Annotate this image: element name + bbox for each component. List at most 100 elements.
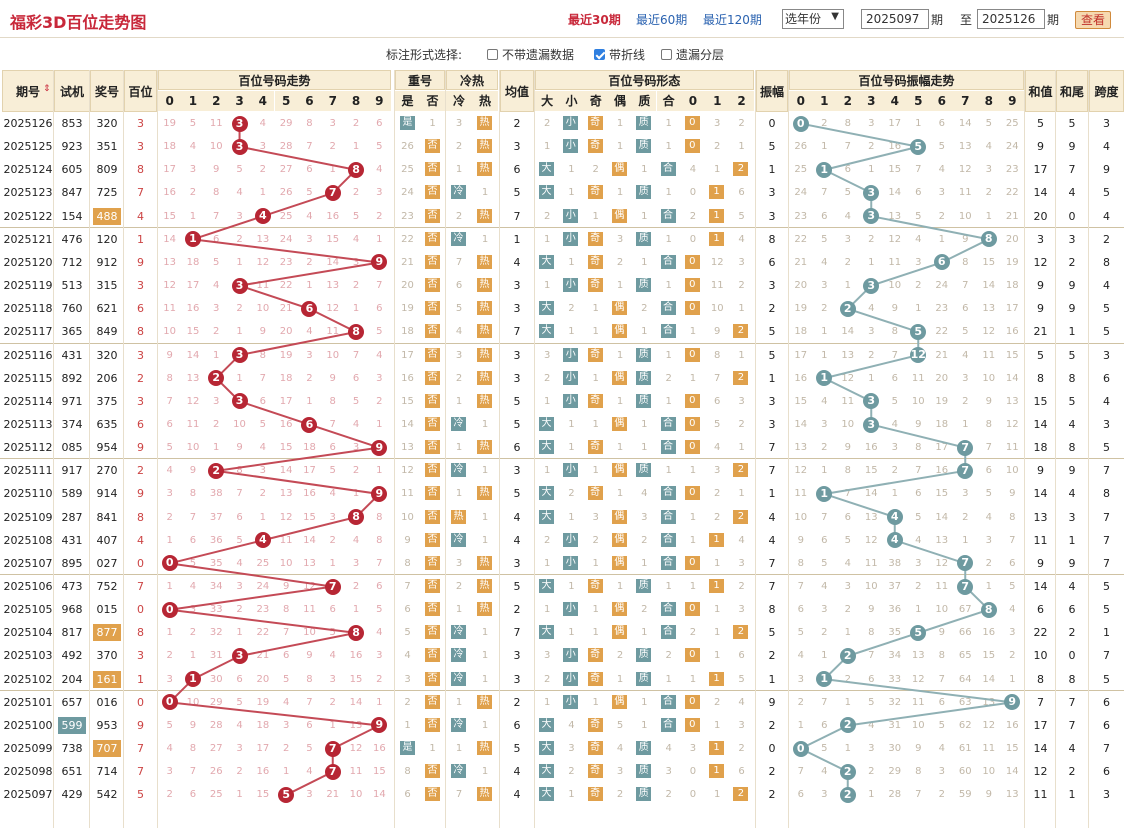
trend-miss: 38	[209, 488, 223, 500]
amp-miss: 20	[794, 280, 808, 292]
link-recent-60[interactable]: 最近60期	[636, 13, 688, 27]
sub-digit-8: 8	[344, 91, 368, 111]
trend-miss: 18	[256, 719, 270, 731]
coldhot-miss: 6	[455, 280, 463, 292]
amp-ball: 3	[863, 277, 880, 294]
trial-cell: 473	[61, 580, 83, 593]
form-miss: 1	[616, 187, 624, 199]
coldhot-tag: 热	[477, 787, 492, 802]
trend-miss: 5	[236, 164, 243, 176]
checkbox-polyline[interactable]	[594, 49, 605, 60]
tail-cell: 4	[1068, 742, 1076, 756]
header-amp: 振幅	[756, 70, 788, 112]
amp-miss: 5	[962, 326, 969, 338]
amp-miss: 13	[864, 511, 878, 523]
trend-miss: 7	[189, 766, 197, 778]
form-tag: 小	[563, 116, 579, 130]
amp-miss: 22	[935, 326, 949, 338]
year-select[interactable]: 选年份 ▼	[782, 9, 844, 29]
trend-miss: 4	[376, 627, 383, 639]
table-row: 2025122 154 488 4 15 1 7 3 25 4 16 5 2 23 否 2 热 7 2 小 1 偶 1 合 2 1…	[0, 205, 1124, 228]
amp-miss: 14	[888, 187, 902, 199]
sum-cell: 9	[1037, 140, 1044, 154]
from-issue-input[interactable]: 2025097	[861, 9, 929, 29]
form-miss: 1	[665, 187, 672, 199]
form-tag: 质	[636, 231, 652, 246]
sub-digit-6: 6	[297, 91, 322, 111]
form-tag: 奇	[587, 347, 603, 362]
form-tag: 质	[636, 579, 652, 593]
trend-miss: 25	[256, 557, 270, 569]
issue-cell: 2025114	[3, 394, 53, 408]
amp-miss: 9	[797, 534, 804, 546]
hundreds-cell: 3	[137, 279, 144, 293]
coldhot-miss: 1	[481, 719, 489, 731]
form-miss: 1	[592, 210, 599, 222]
amp-miss: 5	[868, 696, 875, 708]
form-tag: 合	[660, 208, 676, 223]
option-layered[interactable]: 遗漏分层	[661, 46, 724, 63]
form-miss: 4	[616, 743, 624, 755]
link-recent-30[interactable]: 最近30期	[568, 13, 621, 27]
repeat-tag: 否	[425, 787, 440, 802]
repeat-tag: 否	[425, 694, 440, 709]
col-divider	[445, 70, 446, 828]
repeat-miss: 7	[404, 581, 411, 592]
trend-miss: 7	[376, 280, 383, 292]
sum-cell: 10	[1033, 649, 1048, 663]
query-button[interactable]: 查看	[1075, 11, 1111, 29]
amp-miss: 1	[797, 719, 804, 731]
to-issue-input[interactable]: 2025126	[977, 9, 1045, 29]
sum-cell: 12	[1033, 255, 1048, 269]
option-no-missing[interactable]: 不带遗漏数据	[487, 46, 574, 63]
sort-icon[interactable]: ⇕	[43, 84, 51, 94]
trend-miss: 2	[236, 604, 243, 616]
sum-cell: 9	[1037, 464, 1044, 478]
span-cell: 6	[1103, 695, 1110, 709]
table-row: 2025111 917 270 2 4 9 8 3 14 17 5 2 1 12 否冷 1 3 1 小 1 偶质 1 1 3 2…	[0, 459, 1124, 482]
table-row: 2025100 599 953 9 5 9 28 4 18 3 6 1 13 1 否冷 1 6 大 4 奇 5 1 合 0 1 3…	[0, 714, 1124, 737]
trend-miss: 7	[329, 418, 336, 430]
sub-digit-9: 9	[367, 91, 391, 111]
form-tag: 偶	[611, 555, 627, 570]
tail-cell: 6	[1068, 603, 1076, 617]
tail-cell: 4	[1068, 417, 1076, 431]
coldhot-miss: 1	[481, 233, 489, 245]
trend-miss: 16	[326, 210, 340, 222]
option-polyline[interactable]: 带折线	[594, 46, 645, 63]
trend-miss: 6	[306, 719, 313, 731]
amp-miss: 8	[844, 118, 851, 129]
amp-miss: 11	[864, 557, 878, 569]
prize-cell: 320	[96, 348, 118, 362]
checkbox-no-missing[interactable]	[487, 49, 498, 60]
form-miss: 0	[689, 766, 697, 778]
amp-miss: 24	[1005, 141, 1019, 153]
avg-cell: 3	[513, 371, 521, 385]
top-bar: 福彩3D百位走势图 最近30期 最近60期 最近120期 选年份 ▼ 202509…	[0, 0, 1124, 38]
trend-miss: 15	[163, 210, 177, 222]
trend-miss: 18	[163, 141, 177, 153]
form-tag: 合	[660, 694, 676, 709]
link-recent-120[interactable]: 最近120期	[703, 13, 762, 27]
trend-miss: 37	[209, 511, 223, 523]
avg-cell: 4	[513, 255, 521, 269]
tail-cell: 5	[1068, 348, 1076, 362]
amp-ball: 4	[886, 509, 903, 526]
checkbox-layered[interactable]	[661, 49, 672, 60]
span-cell: 8	[1103, 487, 1110, 501]
amp-miss: 3	[821, 418, 828, 430]
form-miss: 10	[710, 303, 724, 315]
span-cell: 3	[1103, 117, 1110, 130]
sum-cell: 14	[1033, 580, 1048, 593]
amp-cell: 3	[768, 186, 776, 200]
repeat-miss: 23	[401, 210, 414, 222]
trend-miss: 30	[209, 673, 223, 685]
trend-miss: 1	[189, 210, 197, 222]
amp-miss: 22	[794, 233, 808, 245]
amp-miss: 3	[868, 743, 875, 755]
trend-miss: 23	[256, 604, 270, 616]
amp-miss: 12	[1005, 418, 1019, 430]
amp-miss: 1	[891, 488, 898, 500]
form-miss: 1	[641, 326, 648, 338]
trend-miss: 5	[352, 395, 360, 407]
